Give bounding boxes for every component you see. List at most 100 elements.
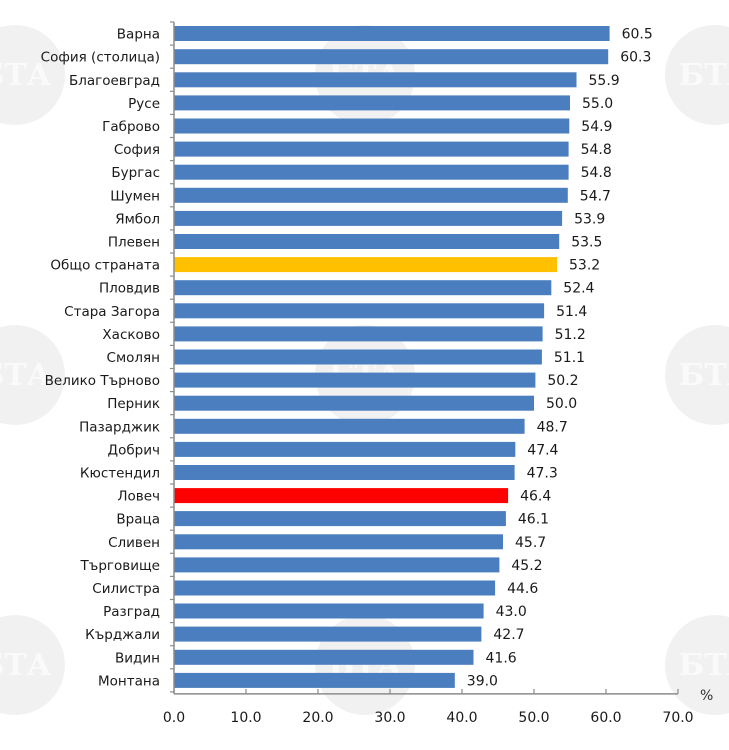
watermark-logo: БТА (665, 25, 729, 125)
category-label: Смолян (107, 350, 160, 366)
bar (174, 349, 542, 365)
category-label: Русе (128, 96, 160, 112)
bar (174, 488, 509, 504)
category-label: Благоевград (69, 73, 160, 89)
axes: 0.0 10.0 20.0 30.0 40.0 50.0 60.0 70.0 % (163, 21, 713, 726)
category-label: Ловеч (117, 489, 160, 505)
category-label: Шумен (110, 188, 160, 204)
bar (174, 580, 496, 596)
watermark-logo: БТА (0, 615, 65, 715)
bar (174, 187, 568, 203)
bar (174, 465, 515, 480)
value-label: 51.4 (556, 304, 587, 320)
bar (174, 280, 552, 296)
category-label: София (столица) (41, 50, 160, 66)
category-label: Добрич (108, 442, 160, 458)
value-label: 51.1 (554, 350, 585, 366)
value-label: 54.7 (580, 188, 611, 204)
bar (174, 372, 536, 388)
category-label: Монтана (98, 673, 160, 689)
bar (174, 26, 610, 41)
category-label: Варна (117, 27, 160, 43)
watermark-text: БТА (679, 58, 729, 93)
x-axis-ticks (173, 688, 679, 694)
watermark-text: БТА (0, 648, 52, 683)
category-label: Ямбол (115, 211, 160, 227)
bar (174, 210, 563, 226)
y-axis-ticks (170, 21, 174, 693)
bar (174, 141, 569, 157)
bar (174, 49, 609, 65)
bar (174, 95, 570, 111)
value-label: 47.3 (527, 466, 558, 482)
value-label: 53.2 (569, 258, 600, 274)
value-label: 55.9 (589, 73, 620, 89)
watermark-text: БТА (679, 648, 729, 683)
value-label: 45.7 (515, 535, 546, 551)
category-label: Габрово (102, 119, 160, 135)
bar (174, 534, 503, 550)
bar (174, 626, 482, 642)
value-label: 54.8 (581, 142, 612, 158)
value-label: 46.4 (520, 489, 551, 505)
unit-label: % (700, 688, 713, 704)
x-tick-label: 10.0 (230, 710, 261, 726)
value-label: 55.0 (582, 96, 613, 112)
value-label: 48.7 (537, 419, 568, 435)
bar (174, 164, 569, 180)
category-label: Разград (103, 604, 160, 620)
bar (174, 234, 560, 249)
x-tick-label: 40.0 (446, 710, 477, 726)
x-tick-label: 30.0 (374, 710, 405, 726)
category-label: Пазарджик (79, 419, 160, 435)
bar (174, 672, 455, 688)
watermark-logo: БТА (665, 325, 729, 425)
bar (174, 557, 500, 573)
watermark-text: БТА (0, 58, 52, 93)
watermark-text: БТА (0, 358, 52, 393)
bar (174, 418, 525, 434)
category-label: Перник (107, 396, 160, 412)
category-label: Велико Търново (45, 373, 160, 389)
watermark-logo: БТА (0, 25, 65, 125)
value-label: 50.2 (547, 373, 578, 389)
value-label: 53.5 (571, 235, 602, 251)
value-label: 54.9 (581, 119, 612, 135)
bars (174, 26, 610, 688)
value-label: 39.0 (467, 673, 498, 689)
bar (174, 326, 543, 342)
value-label: 45.2 (511, 558, 542, 574)
bar (174, 118, 570, 134)
category-label: София (114, 142, 160, 158)
category-label: Общо страната (50, 258, 160, 274)
bar (174, 303, 545, 319)
value-label: 50.0 (546, 396, 577, 412)
category-label: Кърджали (85, 627, 160, 643)
x-tick-label: 0.0 (163, 710, 185, 726)
value-label: 44.6 (507, 581, 538, 597)
watermark-logo: БТА (0, 325, 65, 425)
category-label: Видин (115, 650, 160, 666)
category-label: Пловдив (99, 281, 160, 297)
value-label: 60.3 (620, 50, 651, 66)
category-labels: Варна София (столица) Благоевград Русе Габро… (41, 27, 160, 690)
bar (174, 257, 557, 273)
bar (174, 603, 484, 619)
bar (174, 395, 534, 411)
value-label: 60.5 (622, 27, 653, 43)
value-label: 41.6 (486, 650, 517, 666)
x-tick-label: 50.0 (518, 710, 549, 726)
x-tick-label: 60.0 (590, 710, 621, 726)
bar (174, 511, 506, 527)
category-label: Стара Загора (64, 304, 160, 320)
category-label: Сливен (108, 535, 160, 551)
category-label: Плевен (108, 235, 160, 251)
bar (174, 441, 516, 457)
watermark-logo: БТА (665, 615, 729, 715)
category-label: Търговище (80, 558, 160, 574)
category-label: Силистра (92, 581, 160, 597)
bar (174, 649, 474, 665)
value-label: 42.7 (493, 627, 524, 643)
value-labels: 60.5 60.355.9 55.0 54.9 54.8 54.8 54.7 53.9 53.5… (467, 27, 653, 690)
